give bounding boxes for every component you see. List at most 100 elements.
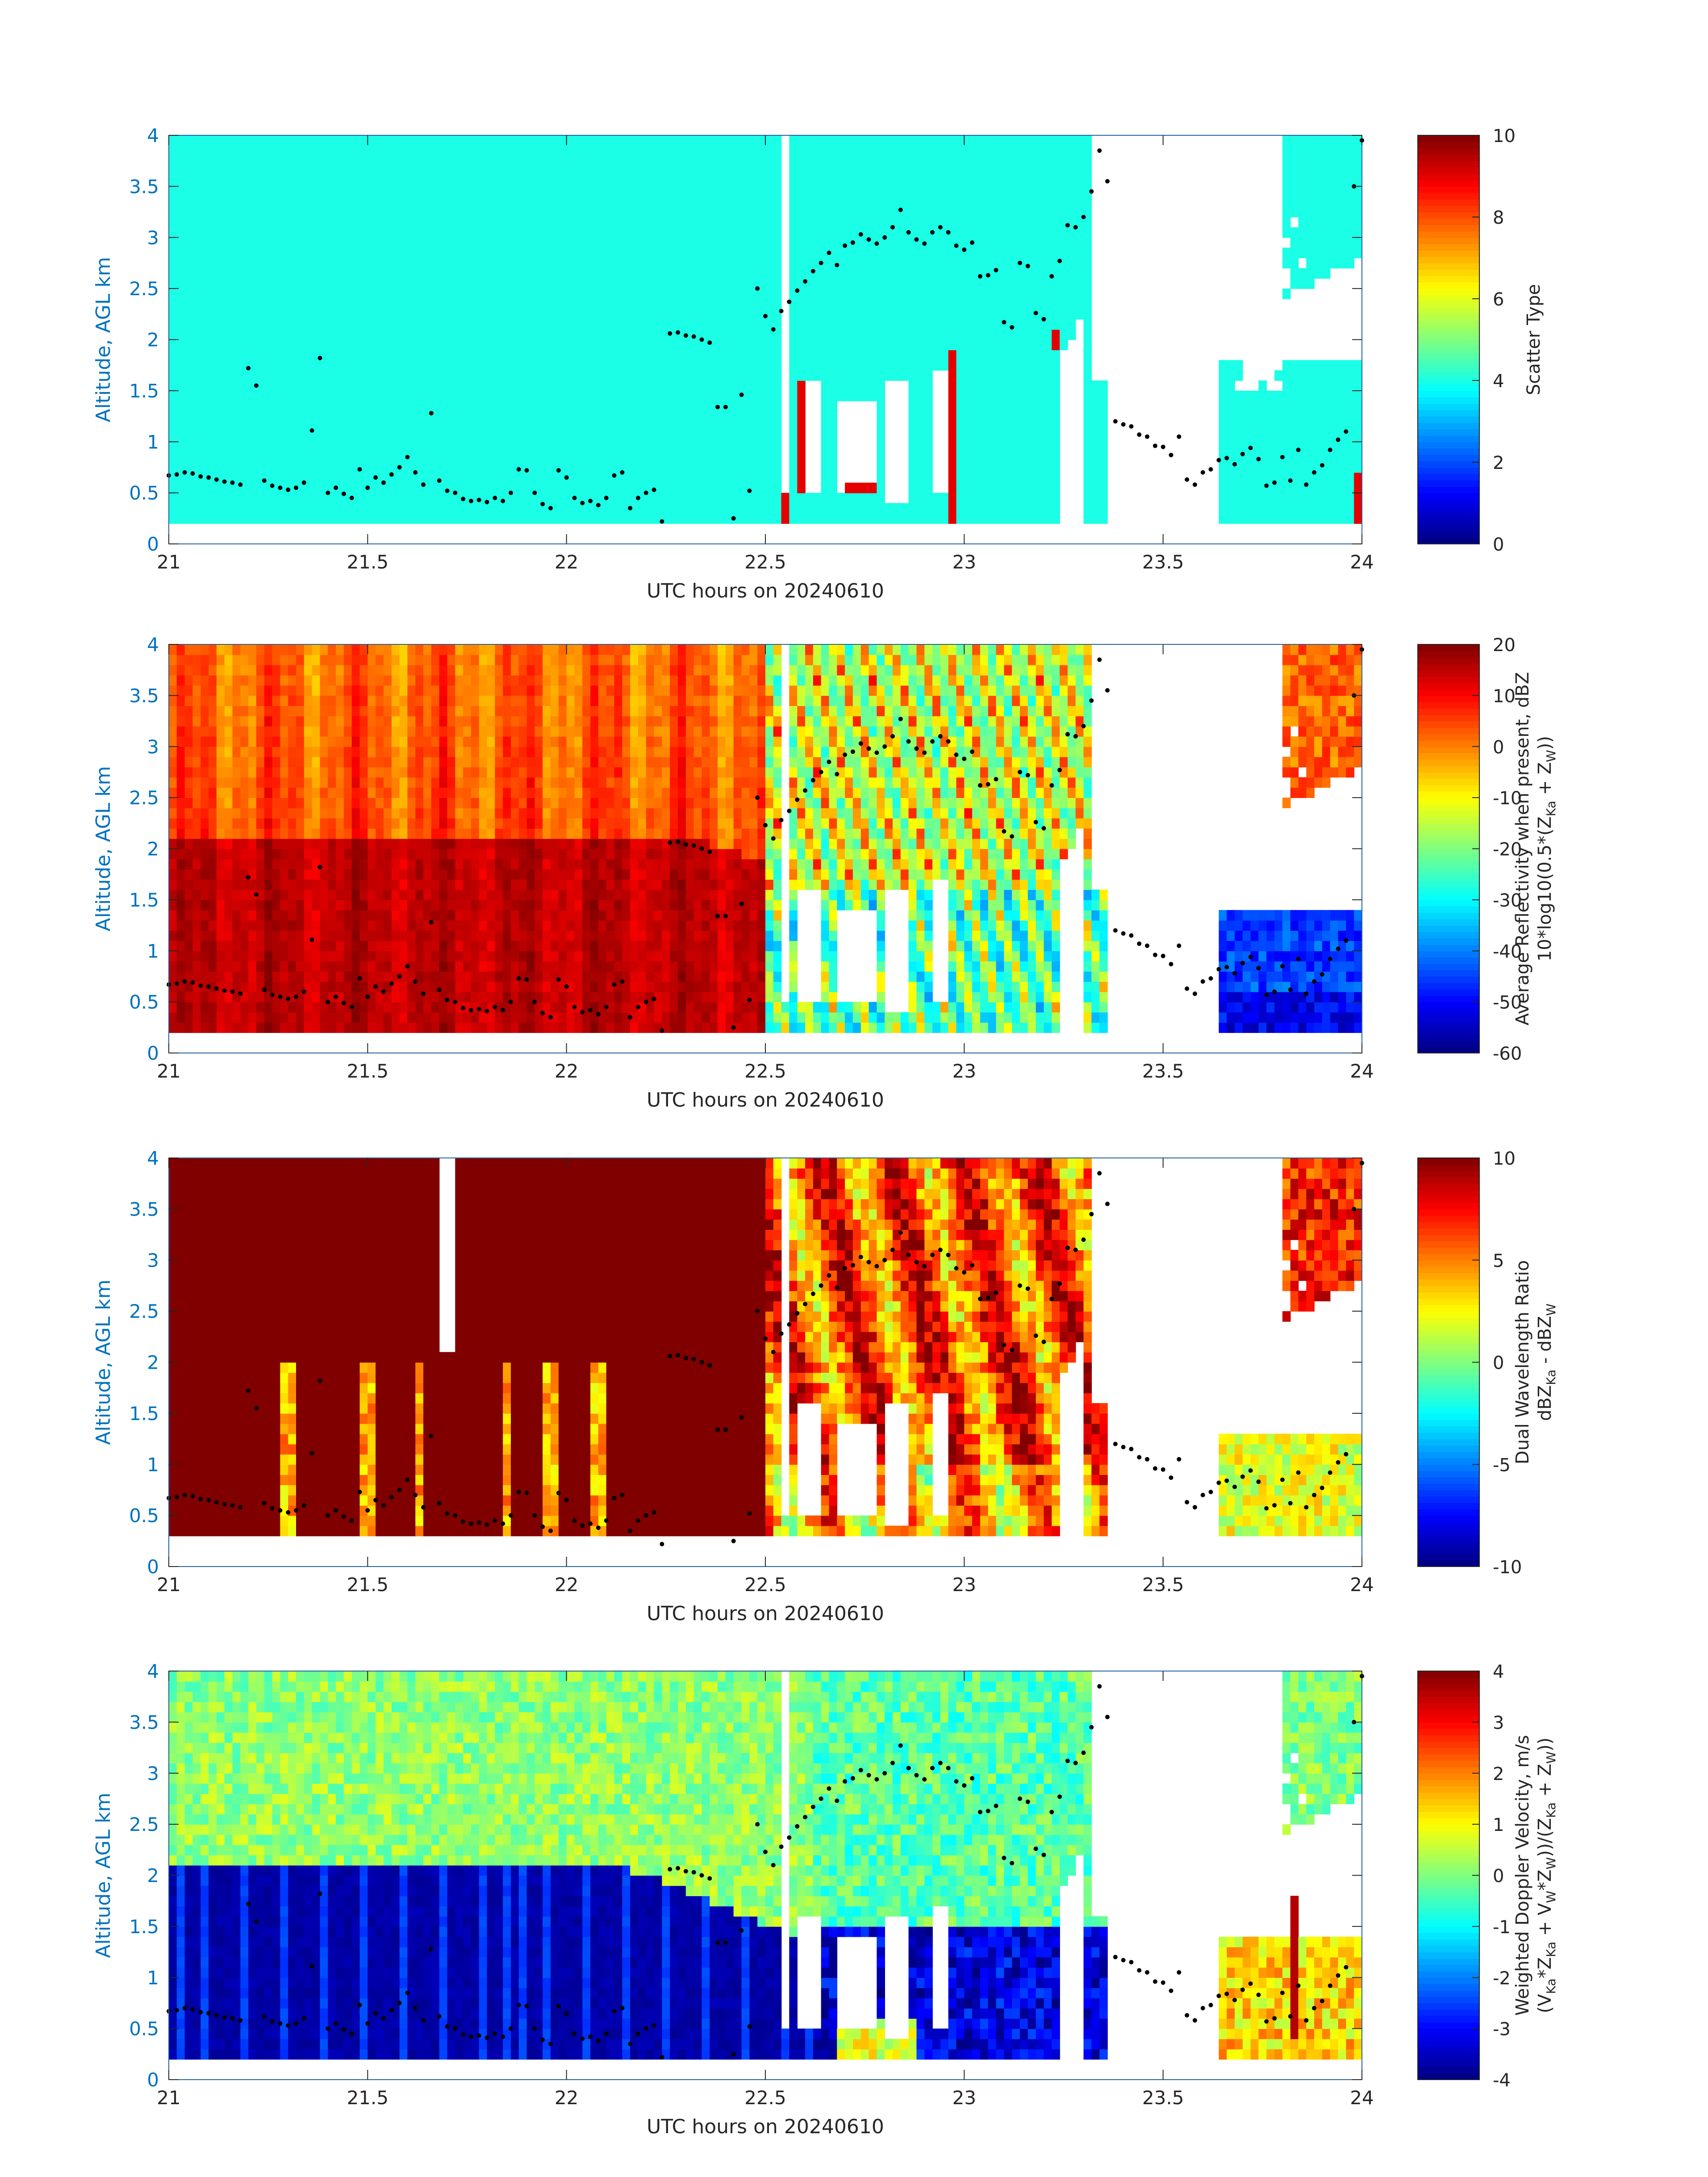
heatmap-cell [1314, 493, 1323, 504]
heatmap-cell [169, 706, 177, 716]
heatmap-cell [169, 442, 177, 452]
heatmap-cell [1099, 421, 1108, 432]
heatmap-cell [1227, 380, 1235, 391]
heatmap-cell [272, 462, 281, 473]
heatmap-cell [860, 350, 869, 361]
overlay-point [501, 498, 505, 503]
heatmap-cell [852, 268, 861, 279]
heatmap-cell [718, 247, 726, 259]
heatmap-cell [248, 503, 257, 514]
heatmap-cell [176, 777, 185, 788]
heatmap-cell [176, 818, 185, 829]
heatmap-cell [328, 442, 336, 452]
heatmap-cell [685, 503, 694, 514]
heatmap-cell [630, 472, 639, 483]
heatmap-cell [1274, 462, 1283, 473]
heatmap-cell [710, 370, 718, 381]
heatmap-cell [407, 227, 416, 238]
heatmap-cell [1338, 217, 1347, 228]
heatmap-cell [391, 503, 400, 514]
heatmap-cell [248, 196, 257, 207]
heatmap-cell [757, 360, 766, 371]
overlay-point [1105, 179, 1110, 184]
heatmap-cell [678, 186, 686, 197]
colorbar-tick-label: 2 [1493, 453, 1504, 473]
heatmap-cell [526, 299, 535, 309]
heatmap-cell [200, 329, 209, 340]
heatmap-cell [169, 726, 177, 737]
heatmap-cell [670, 166, 678, 177]
heatmap-cell [646, 166, 655, 177]
heatmap-cell [1044, 309, 1052, 320]
heatmap-cell [1274, 482, 1283, 493]
heatmap-cell [622, 166, 631, 177]
heatmap-cell [558, 186, 567, 197]
heatmap-cell [479, 217, 488, 228]
heatmap-cell [280, 329, 288, 340]
heatmap-cell [248, 288, 257, 299]
heatmap-cell [646, 207, 655, 217]
heatmap-cell [1330, 247, 1339, 259]
heatmap-cell [757, 288, 766, 299]
heatmap-cell [169, 227, 177, 238]
heatmap-cell [749, 278, 758, 289]
heatmap-cell [343, 288, 352, 299]
heatmap-cell [574, 145, 583, 156]
heatmap-cell [662, 401, 670, 412]
heatmap-cell [503, 339, 511, 351]
heatmap-cell [741, 431, 750, 443]
heatmap-cell [972, 472, 981, 483]
heatmap-cell [932, 299, 941, 309]
heatmap-cell [479, 431, 488, 443]
heatmap-cell [216, 176, 225, 187]
heatmap-cell [924, 196, 933, 207]
heatmap-cell [893, 278, 901, 289]
heatmap-cell [296, 176, 305, 187]
heatmap-cell [526, 390, 535, 401]
heatmap-cell [495, 513, 503, 524]
heatmap-cell [328, 155, 336, 167]
heatmap-cell [343, 390, 352, 401]
heatmap-cell [877, 401, 885, 412]
heatmap-cell [940, 350, 949, 361]
heatmap-cell [376, 207, 384, 217]
heatmap-cell [614, 299, 623, 309]
heatmap-cell [1274, 401, 1283, 412]
heatmap-cell [702, 258, 710, 269]
heatmap-cell [630, 452, 639, 463]
heatmap-cell [479, 390, 488, 401]
heatmap-cell [1027, 380, 1036, 391]
heatmap-cell [535, 411, 543, 422]
heatmap-cell [336, 442, 344, 452]
heatmap-cell [1004, 145, 1012, 156]
heatmap-cell [543, 360, 551, 371]
heatmap-cell [487, 493, 496, 504]
heatmap-cell [582, 176, 591, 187]
heatmap-cell [749, 370, 758, 381]
heatmap-cell [216, 207, 225, 217]
heatmap-cell [1004, 155, 1012, 167]
heatmap-cell [336, 493, 344, 504]
heatmap-cell [192, 370, 201, 381]
heatmap-cell [256, 462, 265, 473]
heatmap-cell [924, 207, 933, 217]
heatmap-cell [1354, 360, 1362, 371]
heatmap-cell [845, 360, 853, 371]
heatmap-cell [503, 166, 511, 177]
heatmap-cell [869, 350, 877, 361]
heatmap-cell [232, 452, 241, 463]
heatmap-cell [1298, 380, 1307, 391]
heatmap-cell [296, 288, 305, 299]
heatmap-cell [376, 513, 384, 524]
heatmap-cell [558, 452, 567, 463]
heatmap-cell [630, 442, 639, 452]
heatmap-cell [757, 401, 766, 412]
heatmap-cell [972, 452, 981, 463]
heatmap-cell [304, 217, 313, 228]
heatmap-cell [1052, 278, 1060, 289]
heatmap-cell [908, 431, 917, 443]
heatmap-cell [885, 360, 893, 371]
heatmap-cell [415, 411, 424, 422]
heatmap-cell [518, 329, 527, 340]
heatmap-cell [988, 196, 997, 207]
